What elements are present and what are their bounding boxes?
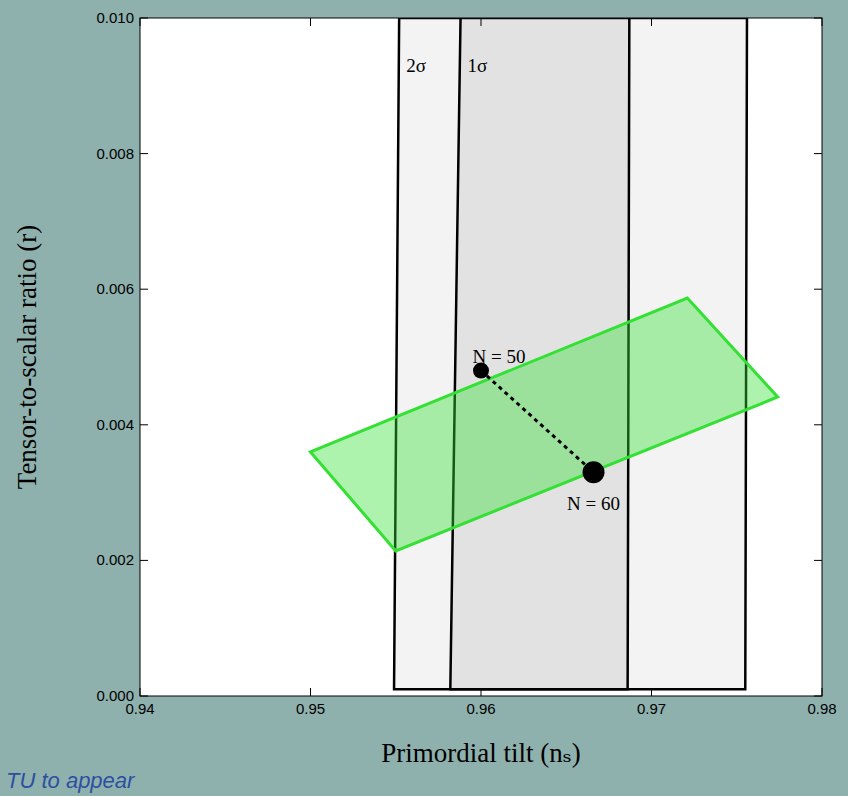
series-line — [481, 371, 594, 473]
y-tick-label: 0.006 — [96, 280, 134, 297]
data-group — [311, 18, 778, 689]
x-tick — [481, 688, 482, 696]
y-tick — [814, 153, 822, 154]
y-tick-label: 0.000 — [96, 687, 134, 704]
x-tick — [310, 688, 311, 696]
y-tick — [140, 153, 148, 154]
x-tick — [140, 688, 141, 696]
x-tick — [651, 688, 652, 696]
x-tick — [481, 18, 482, 26]
y-tick — [814, 289, 822, 290]
y-tick — [814, 18, 822, 19]
x-tick-label: 0.98 — [807, 700, 836, 717]
x-tick — [651, 18, 652, 26]
y-tick — [140, 289, 148, 290]
region-label: 2σ — [406, 55, 426, 76]
point-label: N = 60 — [567, 493, 620, 514]
y-tick — [140, 560, 148, 561]
prediction-region — [311, 298, 778, 551]
x-axis-title: Primordial tilt (nₛ) — [381, 738, 581, 768]
y-tick — [814, 696, 822, 697]
data-point — [583, 461, 605, 483]
y-tick — [814, 424, 822, 425]
x-tick-label: 0.95 — [296, 700, 325, 717]
point-label: N = 50 — [473, 346, 526, 367]
chart: 0.940.950.960.970.980.0000.0020.0040.006… — [0, 0, 848, 796]
plot-frame — [140, 18, 822, 696]
x-tick — [310, 18, 311, 26]
x-tick — [140, 18, 141, 26]
y-tick-label: 0.002 — [96, 551, 134, 568]
x-tick-label: 0.97 — [637, 700, 666, 717]
y-tick-label: 0.010 — [96, 9, 134, 26]
y-tick-label: 0.004 — [96, 416, 134, 433]
footnote: TU to appear — [6, 768, 136, 793]
region-label: 1σ — [468, 55, 488, 76]
x-tick — [822, 18, 823, 26]
y-tick-label: 0.008 — [96, 145, 134, 162]
plot-area — [140, 18, 822, 696]
y-tick — [814, 560, 822, 561]
y-tick — [140, 424, 148, 425]
y-axis-title: Tensor-to-scalar ratio (r) — [12, 225, 42, 489]
y-tick — [140, 18, 148, 19]
y-tick — [140, 696, 148, 697]
x-tick-label: 0.96 — [466, 700, 495, 717]
x-tick — [822, 688, 823, 696]
